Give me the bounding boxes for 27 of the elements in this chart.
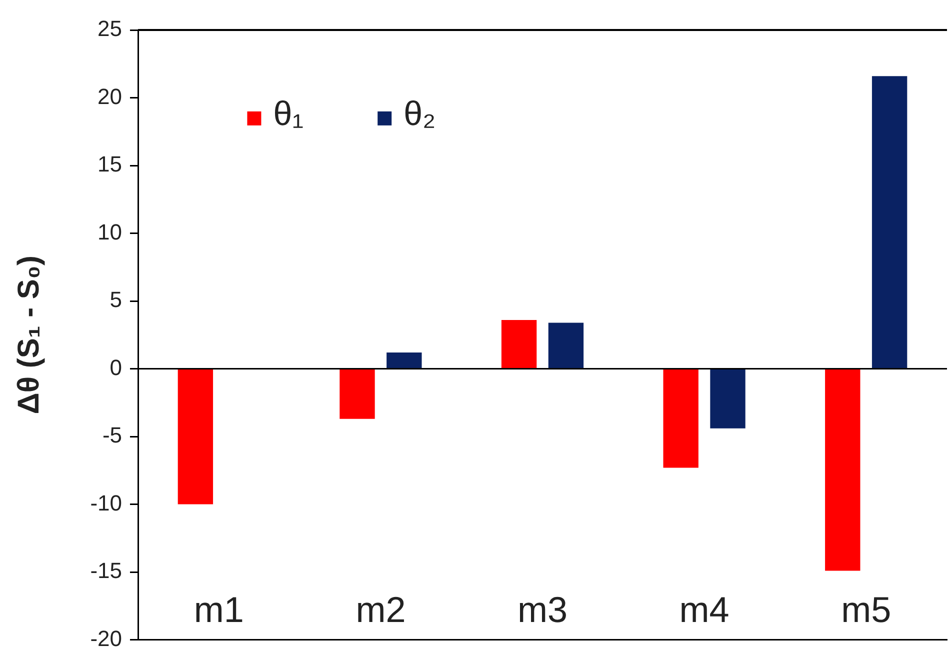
bar <box>663 370 698 468</box>
x-tick-label: m4 <box>679 588 730 630</box>
x-tick-label: m3 <box>517 588 568 630</box>
bar <box>872 76 908 368</box>
y-tick-label: -20 <box>90 626 122 651</box>
y-tick-label: 25 <box>98 16 122 42</box>
y-tick-label: 5 <box>110 287 122 312</box>
y-tick-label: 20 <box>98 84 122 109</box>
bar <box>178 370 214 504</box>
y-tick-label: -10 <box>90 490 122 516</box>
x-tick-label: m2 <box>356 588 406 630</box>
y-axis-title: Δθ (S₁ - S₀) <box>12 256 46 414</box>
legend-label: θ₂ <box>404 94 436 133</box>
y-tick-label: 10 <box>98 219 122 244</box>
x-tick-label: m1 <box>194 588 244 630</box>
y-tick-label: -15 <box>90 558 122 584</box>
bar <box>710 370 746 428</box>
bar <box>501 320 537 368</box>
x-tick-label: m5 <box>841 588 892 630</box>
legend-label: θ₁ <box>273 94 304 133</box>
bar <box>548 322 584 368</box>
y-tick-label: -5 <box>102 422 122 448</box>
bar <box>825 370 860 571</box>
y-tick-label: 0 <box>110 354 122 380</box>
bar <box>340 370 375 419</box>
bar <box>386 352 422 368</box>
y-tick-label: 15 <box>98 152 122 177</box>
